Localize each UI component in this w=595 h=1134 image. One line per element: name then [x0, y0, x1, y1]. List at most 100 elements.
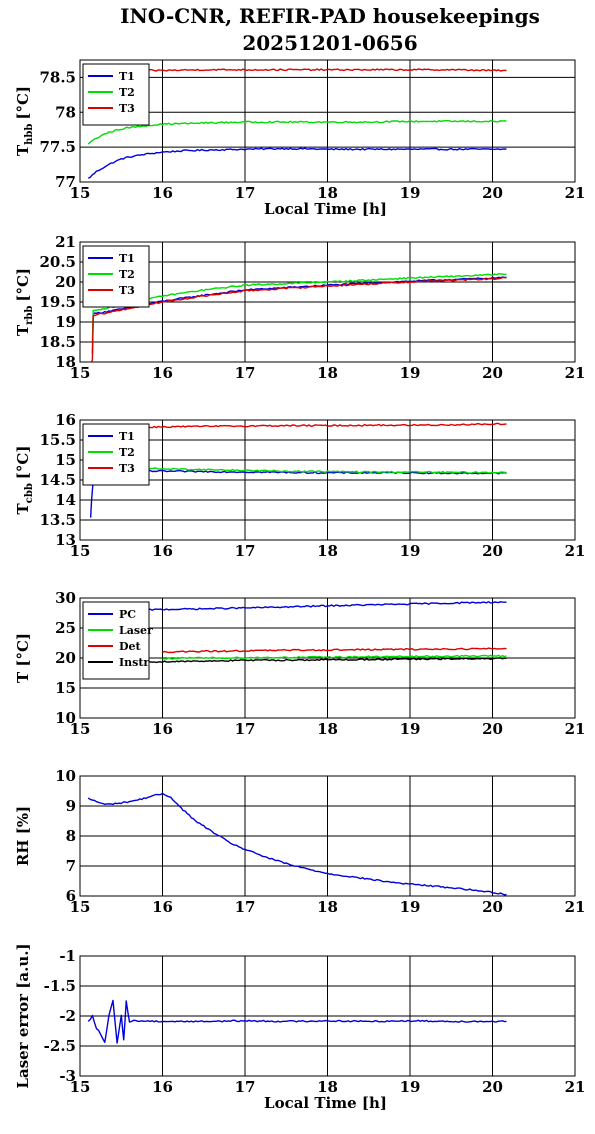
series-line-1 — [145, 601, 507, 611]
x-tick-label: 19 — [400, 364, 421, 382]
legend-label: T2 — [119, 268, 135, 281]
y-axis-label-sub: rbb — [24, 306, 35, 325]
x-tick-label: 20 — [482, 184, 503, 202]
y-axis-label: Tcbb [°C] — [14, 446, 35, 515]
series-line-3 — [145, 422, 507, 429]
series-line-3 — [91, 276, 507, 362]
x-tick-label: 16 — [152, 542, 173, 560]
x-tick-label: 19 — [400, 542, 421, 560]
y-tick-label: 25 — [55, 619, 76, 637]
y-axis-label-sub: cbb — [24, 483, 35, 503]
y-tick-label: 18.5 — [39, 333, 76, 351]
y-tick-label: -1.5 — [44, 977, 76, 995]
series-line-1 — [87, 792, 507, 896]
y-tick-label: 19.5 — [39, 293, 76, 311]
legend-label: T2 — [119, 446, 135, 459]
series-line-3 — [162, 647, 507, 654]
y-axis-label-unit: [°C] — [14, 86, 32, 120]
legend-label: T3 — [119, 284, 135, 297]
legend-label: PC — [119, 608, 136, 621]
series-line-2 — [91, 273, 507, 342]
legend-box — [82, 245, 150, 308]
y-tick-label: 9 — [66, 797, 76, 815]
panel-2: 15 16 17 18 19 20 21 18 18.5 19 19.5 20 20.5 21 T1 T2 T3… — [14, 233, 585, 382]
series-line-2 — [96, 466, 507, 474]
x-tick-label: 19 — [400, 1078, 421, 1096]
x-tick-label: 19 — [400, 898, 421, 916]
y-axis-label-main: T — [14, 502, 32, 514]
y-tick-label: 16 — [55, 411, 76, 429]
x-tick-label: 16 — [152, 898, 173, 916]
x-tick-label: 20 — [482, 720, 503, 738]
y-tick-label: 20 — [55, 649, 76, 667]
y-axis-label-main: Laser error [a.u.] — [14, 943, 32, 1088]
x-tick-label: 15 — [70, 184, 91, 202]
x-tick-label: 18 — [317, 542, 338, 560]
x-tick-label: 16 — [152, 720, 173, 738]
y-tick-label: 14.5 — [39, 471, 76, 489]
y-tick-label: -2.5 — [44, 1037, 76, 1055]
legend: T1 T2 T3 — [82, 63, 150, 126]
y-tick-label: 78.5 — [39, 68, 76, 86]
legend-label: T1 — [119, 430, 135, 443]
y-axis-label-sub: hbb — [24, 124, 35, 145]
y-tick-label: 13 — [55, 531, 76, 549]
y-tick-label: 10 — [55, 709, 76, 727]
x-tick-label: 21 — [565, 720, 586, 738]
x-tick-label: 17 — [235, 1078, 256, 1096]
y-axis-label-main: RH [%] — [14, 806, 32, 866]
y-axis-label-unit: [°C] — [14, 268, 32, 302]
legend: T1 T2 T3 — [82, 423, 150, 486]
x-tick-label: 20 — [482, 364, 503, 382]
x-tick-label: 17 — [235, 720, 256, 738]
x-tick-label: 21 — [565, 1078, 586, 1096]
y-tick-label: -2 — [59, 1007, 76, 1025]
legend-label: Det — [119, 640, 142, 653]
y-tick-label: 15 — [55, 451, 76, 469]
y-tick-label: 30 — [55, 589, 76, 607]
series-line-2 — [87, 119, 507, 145]
y-tick-label: 78 — [55, 103, 76, 121]
series-group — [87, 792, 507, 896]
series-group — [145, 601, 507, 664]
y-tick-label: 77 — [55, 173, 76, 191]
y-axis-label-main: T — [14, 144, 32, 156]
x-axis-label: Local Time [h] — [264, 1094, 387, 1112]
x-tick-label: 21 — [565, 542, 586, 560]
panel-5: 15 16 17 18 19 20 21 6 7 8 9 10 RH [%] — [14, 767, 585, 916]
x-tick-label: 21 — [565, 364, 586, 382]
series-group — [87, 68, 507, 179]
x-tick-label: 19 — [400, 720, 421, 738]
y-tick-label: -1 — [59, 947, 76, 965]
y-axis-label: Thbb [°C] — [14, 86, 35, 156]
x-tick-label: 21 — [565, 898, 586, 916]
legend-label: T1 — [119, 70, 135, 83]
y-axis-label-main: T [°C] — [14, 633, 32, 683]
y-axis-label: T [°C] — [14, 633, 32, 683]
x-tick-label: 19 — [400, 184, 421, 202]
y-tick-label: 6 — [66, 887, 76, 905]
x-tick-label: 21 — [565, 184, 586, 202]
x-tick-label: 16 — [152, 364, 173, 382]
series-line-1 — [87, 999, 507, 1044]
series-line-3 — [129, 68, 507, 72]
figure-title-line1: INO-CNR, REFIR-PAD housekeepings — [120, 4, 540, 28]
x-tick-label: 20 — [482, 542, 503, 560]
x-tick-label: 18 — [317, 898, 338, 916]
legend: T1 T2 T3 — [82, 245, 150, 308]
y-tick-label: 18 — [55, 353, 76, 371]
y-tick-label: 10 — [55, 767, 76, 785]
x-tick-label: 15 — [70, 720, 91, 738]
y-tick-label: 7 — [66, 857, 76, 875]
x-tick-label: 17 — [235, 184, 256, 202]
x-tick-label: 17 — [235, 542, 256, 560]
y-tick-label: -3 — [59, 1067, 76, 1085]
x-tick-label: 18 — [317, 1078, 338, 1096]
x-tick-label: 20 — [482, 1078, 503, 1096]
legend-label: Laser — [119, 624, 153, 637]
x-tick-label: 15 — [70, 542, 91, 560]
legend: PC Laser Det Instr — [82, 601, 153, 680]
x-tick-label: 16 — [152, 184, 173, 202]
series-group — [87, 999, 507, 1044]
